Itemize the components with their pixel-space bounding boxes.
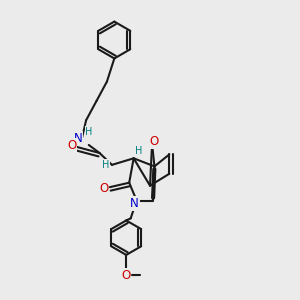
Text: H: H (102, 160, 109, 170)
Text: O: O (67, 139, 76, 152)
Text: O: O (99, 182, 109, 195)
Text: N: N (74, 132, 82, 145)
Text: H: H (85, 127, 93, 136)
Text: O: O (149, 135, 158, 148)
Text: N: N (130, 197, 139, 210)
Text: H: H (135, 146, 143, 156)
Text: O: O (121, 268, 130, 282)
